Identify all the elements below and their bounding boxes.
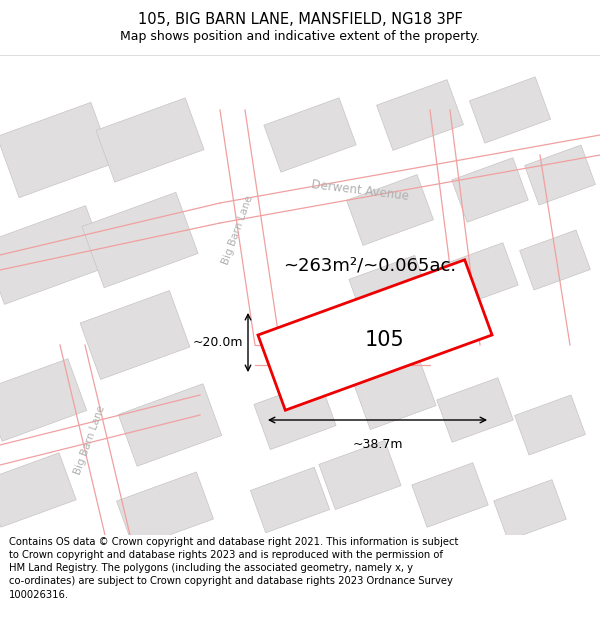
- Text: Map shows position and indicative extent of the property.: Map shows position and indicative extent…: [120, 30, 480, 43]
- Text: Big Barn Lane: Big Barn Lane: [73, 404, 107, 476]
- Text: 105: 105: [365, 330, 405, 350]
- Text: ~38.7m: ~38.7m: [352, 438, 403, 451]
- Polygon shape: [452, 158, 528, 222]
- Polygon shape: [377, 79, 463, 151]
- Text: Big Barn Lane: Big Barn Lane: [221, 194, 255, 266]
- Polygon shape: [354, 361, 436, 429]
- Polygon shape: [118, 384, 221, 466]
- Polygon shape: [437, 378, 513, 442]
- Polygon shape: [254, 381, 336, 449]
- Polygon shape: [515, 395, 586, 455]
- Text: ~20.0m: ~20.0m: [193, 336, 243, 349]
- Polygon shape: [442, 242, 518, 308]
- Polygon shape: [494, 479, 566, 541]
- Polygon shape: [0, 102, 113, 198]
- Polygon shape: [319, 441, 401, 509]
- Polygon shape: [250, 468, 329, 532]
- Polygon shape: [116, 472, 214, 548]
- Polygon shape: [524, 145, 595, 205]
- Text: Contains OS data © Crown copyright and database right 2021. This information is : Contains OS data © Crown copyright and d…: [9, 537, 458, 599]
- Polygon shape: [80, 291, 190, 379]
- Polygon shape: [258, 260, 492, 410]
- Polygon shape: [0, 453, 76, 527]
- Polygon shape: [349, 256, 431, 324]
- Polygon shape: [82, 192, 198, 288]
- Polygon shape: [347, 174, 433, 246]
- Polygon shape: [264, 98, 356, 172]
- Text: Derwent Avenue: Derwent Avenue: [311, 177, 409, 202]
- Polygon shape: [520, 230, 590, 290]
- Text: ~263m²/~0.065ac.: ~263m²/~0.065ac.: [283, 256, 457, 274]
- Text: 105, BIG BARN LANE, MANSFIELD, NG18 3PF: 105, BIG BARN LANE, MANSFIELD, NG18 3PF: [137, 12, 463, 27]
- Polygon shape: [0, 206, 108, 304]
- Polygon shape: [96, 98, 204, 182]
- Polygon shape: [469, 77, 551, 143]
- Polygon shape: [412, 462, 488, 528]
- Polygon shape: [0, 359, 86, 441]
